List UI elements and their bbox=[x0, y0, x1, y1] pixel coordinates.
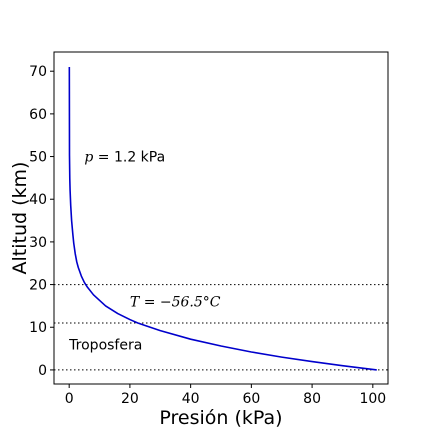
series-line-0 bbox=[68, 66, 377, 371]
x-tick-label-20: 20 bbox=[121, 391, 139, 407]
x-tick-label-60: 60 bbox=[242, 391, 260, 407]
y-axis-label: Altitud (km) bbox=[9, 162, 31, 275]
series-layer bbox=[68, 66, 377, 371]
y-tick-label-50: 50 bbox=[29, 150, 47, 166]
troposphere-annotation: Troposfera bbox=[68, 337, 142, 353]
annotations: p = 1.2 kPa T = −56.5°C Troposfera bbox=[68, 150, 221, 354]
x-axis-label: Presión (kPa) bbox=[159, 407, 282, 429]
y-tick-label-70: 70 bbox=[29, 64, 47, 80]
x-axis-ticks: 0 20 40 60 80 100 bbox=[65, 384, 386, 407]
y-tick-label-40: 40 bbox=[29, 192, 47, 208]
pressure-value: = 1.2 kPa bbox=[93, 150, 165, 166]
x-tick-label-0: 0 bbox=[65, 391, 74, 407]
y-tick-label-20: 20 bbox=[29, 278, 47, 294]
plot-frame bbox=[53, 51, 389, 385]
temperature-value: = −56.5°C bbox=[139, 295, 221, 311]
temperature-annotation: T = −56.5°C bbox=[130, 295, 221, 311]
troposphere-label: Troposfera bbox=[68, 337, 142, 353]
x-tick-label-40: 40 bbox=[182, 391, 200, 407]
temperature-symbol: T bbox=[130, 295, 141, 311]
y-axis-ticks: 0 10 20 30 40 50 60 70 bbox=[29, 64, 54, 379]
x-tick-label-80: 80 bbox=[303, 391, 321, 407]
y-tick-label-30: 30 bbox=[29, 235, 47, 251]
pressure-annotation: p = 1.2 kPa bbox=[84, 150, 165, 166]
y-tick-label-60: 60 bbox=[29, 107, 47, 123]
pressure-symbol: p bbox=[84, 150, 93, 166]
y-tick-label-0: 0 bbox=[38, 363, 47, 379]
x-tick-label-100: 100 bbox=[359, 391, 386, 407]
y-tick-label-10: 10 bbox=[29, 320, 47, 336]
